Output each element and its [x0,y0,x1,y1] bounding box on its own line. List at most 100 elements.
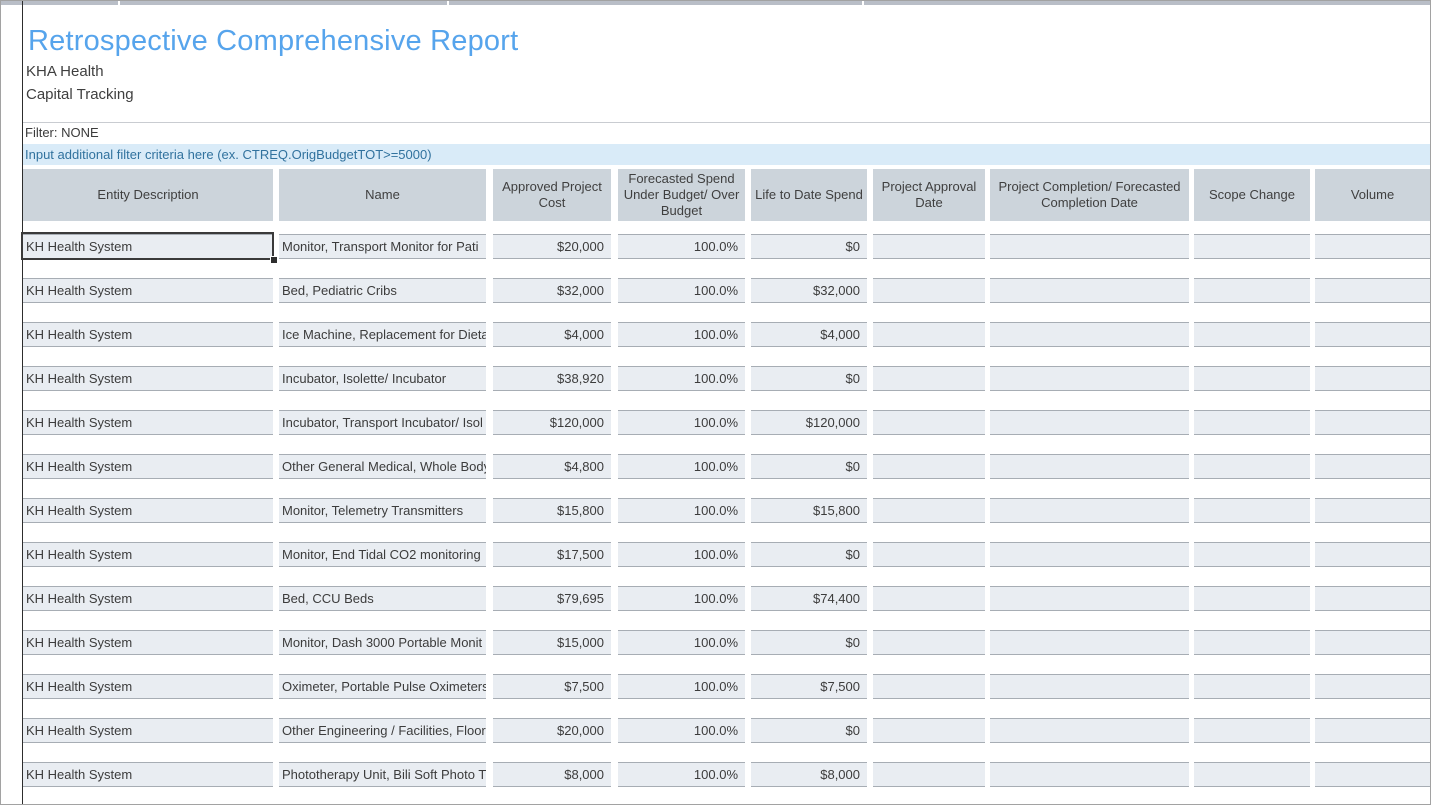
column-header-project-approval-date[interactable]: Project Approval Date [873,169,985,221]
cell-volume[interactable] [1315,454,1430,479]
cell-approved-project-cost[interactable]: $8,000 [493,762,611,787]
cell-project-approval-date[interactable] [873,278,985,303]
cell-name[interactable]: Phototherapy Unit, Bili Soft Photo T [279,762,486,787]
cell-forecasted-spend[interactable]: 100.0% [618,454,745,479]
cell-name[interactable]: Incubator, Transport Incubator/ Isol [279,410,486,435]
cell-life-to-date-spend[interactable]: $74,400 [751,586,867,611]
cell-scope-change[interactable] [1194,322,1310,347]
cell-project-approval-date[interactable] [873,454,985,479]
cell-forecasted-spend[interactable]: 100.0% [618,366,745,391]
cell-project-approval-date[interactable] [873,410,985,435]
cell-completion-date[interactable] [990,322,1189,347]
cell-completion-date[interactable] [990,366,1189,391]
cell-project-approval-date[interactable] [873,762,985,787]
cell-volume[interactable] [1315,278,1430,303]
cell-entity-description[interactable]: KH Health System [23,586,273,611]
cell-life-to-date-spend[interactable]: $4,000 [751,322,867,347]
column-header-completion-date[interactable]: Project Completion/ Forecasted Completio… [990,169,1189,221]
cell-forecasted-spend[interactable]: 100.0% [618,234,745,259]
cell-life-to-date-spend[interactable]: $120,000 [751,410,867,435]
cell-name[interactable]: Monitor, Transport Monitor for Pati [279,234,486,259]
cell-entity-description[interactable]: KH Health System [23,278,273,303]
cell-project-approval-date[interactable] [873,322,985,347]
cell-volume[interactable] [1315,410,1430,435]
cell-scope-change[interactable] [1194,278,1310,303]
cell-completion-date[interactable] [990,234,1189,259]
cell-forecasted-spend[interactable]: 100.0% [618,718,745,743]
cell-approved-project-cost[interactable]: $15,800 [493,498,611,523]
cell-scope-change[interactable] [1194,674,1310,699]
cell-forecasted-spend[interactable]: 100.0% [618,410,745,435]
cell-forecasted-spend[interactable]: 100.0% [618,630,745,655]
cell-entity-description[interactable]: KH Health System [23,366,273,391]
cell-completion-date[interactable] [990,498,1189,523]
cell-life-to-date-spend[interactable]: $0 [751,234,867,259]
cell-life-to-date-spend[interactable]: $0 [751,366,867,391]
cell-completion-date[interactable] [990,542,1189,567]
cell-forecasted-spend[interactable]: 100.0% [618,322,745,347]
cell-volume[interactable] [1315,674,1430,699]
cell-forecasted-spend[interactable]: 100.0% [618,586,745,611]
cell-project-approval-date[interactable] [873,630,985,655]
cell-entity-description[interactable]: KH Health System [23,234,273,259]
cell-completion-date[interactable] [990,674,1189,699]
cell-name[interactable]: Monitor, Telemetry Transmitters [279,498,486,523]
cell-scope-change[interactable] [1194,586,1310,611]
cell-volume[interactable] [1315,498,1430,523]
cell-entity-description[interactable]: KH Health System [23,542,273,567]
cell-name[interactable]: Incubator, Isolette/ Incubator [279,366,486,391]
column-header-scope-change[interactable]: Scope Change [1194,169,1310,221]
cell-approved-project-cost[interactable]: $15,000 [493,630,611,655]
cell-life-to-date-spend[interactable]: $32,000 [751,278,867,303]
cell-scope-change[interactable] [1194,630,1310,655]
column-header-volume[interactable]: Volume [1315,169,1430,221]
cell-life-to-date-spend[interactable]: $0 [751,718,867,743]
cell-scope-change[interactable] [1194,762,1310,787]
cell-approved-project-cost[interactable]: $20,000 [493,234,611,259]
selection-fill-handle[interactable] [270,256,278,264]
cell-completion-date[interactable] [990,718,1189,743]
cell-approved-project-cost[interactable]: $38,920 [493,366,611,391]
cell-scope-change[interactable] [1194,454,1310,479]
cell-approved-project-cost[interactable]: $4,000 [493,322,611,347]
cell-completion-date[interactable] [990,762,1189,787]
column-header-name[interactable]: Name [279,169,486,221]
cell-project-approval-date[interactable] [873,718,985,743]
cell-approved-project-cost[interactable]: $20,000 [493,718,611,743]
cell-approved-project-cost[interactable]: $17,500 [493,542,611,567]
cell-approved-project-cost[interactable]: $120,000 [493,410,611,435]
cell-volume[interactable] [1315,322,1430,347]
cell-project-approval-date[interactable] [873,234,985,259]
cell-name[interactable]: Bed, Pediatric Cribs [279,278,486,303]
cell-approved-project-cost[interactable]: $4,800 [493,454,611,479]
cell-entity-description[interactable]: KH Health System [23,454,273,479]
column-header-forecasted-spend[interactable]: Forecasted Spend Under Budget/ Over Budg… [618,169,745,221]
cell-volume[interactable] [1315,630,1430,655]
cell-completion-date[interactable] [990,630,1189,655]
cell-volume[interactable] [1315,718,1430,743]
cell-scope-change[interactable] [1194,498,1310,523]
cell-approved-project-cost[interactable]: $7,500 [493,674,611,699]
cell-life-to-date-spend[interactable]: $0 [751,630,867,655]
cell-volume[interactable] [1315,762,1430,787]
cell-entity-description[interactable]: KH Health System [23,498,273,523]
filter-criteria-input[interactable]: Input additional filter criteria here (e… [23,144,1430,165]
cell-entity-description[interactable]: KH Health System [23,762,273,787]
cell-project-approval-date[interactable] [873,586,985,611]
cell-name[interactable]: Ice Machine, Replacement for Dieta [279,322,486,347]
column-header-approved-project-cost[interactable]: Approved Project Cost [493,169,611,221]
cell-volume[interactable] [1315,366,1430,391]
cell-scope-change[interactable] [1194,234,1310,259]
cell-scope-change[interactable] [1194,410,1310,435]
cell-name[interactable]: Other General Medical, Whole Body [279,454,486,479]
cell-volume[interactable] [1315,542,1430,567]
cell-project-approval-date[interactable] [873,498,985,523]
cell-completion-date[interactable] [990,586,1189,611]
cell-forecasted-spend[interactable]: 100.0% [618,278,745,303]
cell-completion-date[interactable] [990,454,1189,479]
cell-approved-project-cost[interactable]: $32,000 [493,278,611,303]
cell-scope-change[interactable] [1194,718,1310,743]
column-header-life-to-date-spend[interactable]: Life to Date Spend [751,169,867,221]
cell-forecasted-spend[interactable]: 100.0% [618,498,745,523]
cell-project-approval-date[interactable] [873,542,985,567]
